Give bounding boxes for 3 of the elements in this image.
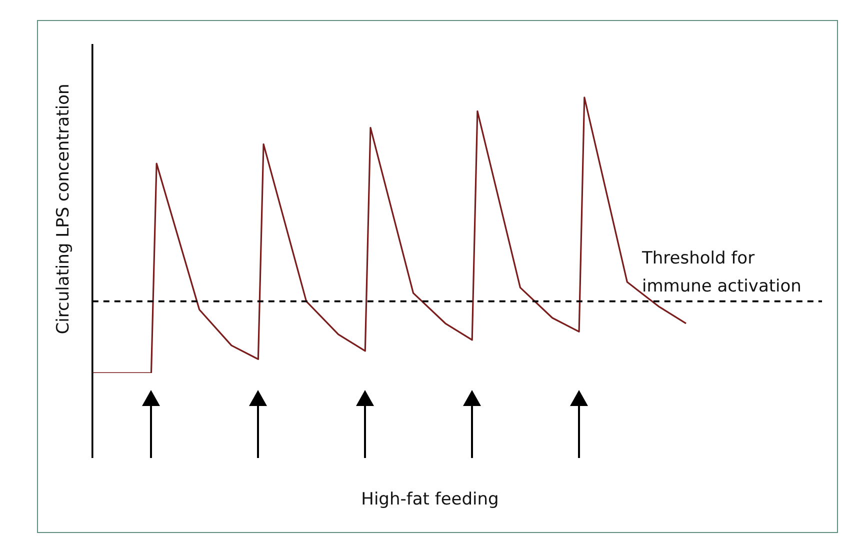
text: High-fat feeding bbox=[361, 489, 499, 510]
y-axis-title: Circulating LPS concentration bbox=[54, 84, 74, 334]
ref-line-label: Threshold for immune activation bbox=[641, 248, 802, 296]
